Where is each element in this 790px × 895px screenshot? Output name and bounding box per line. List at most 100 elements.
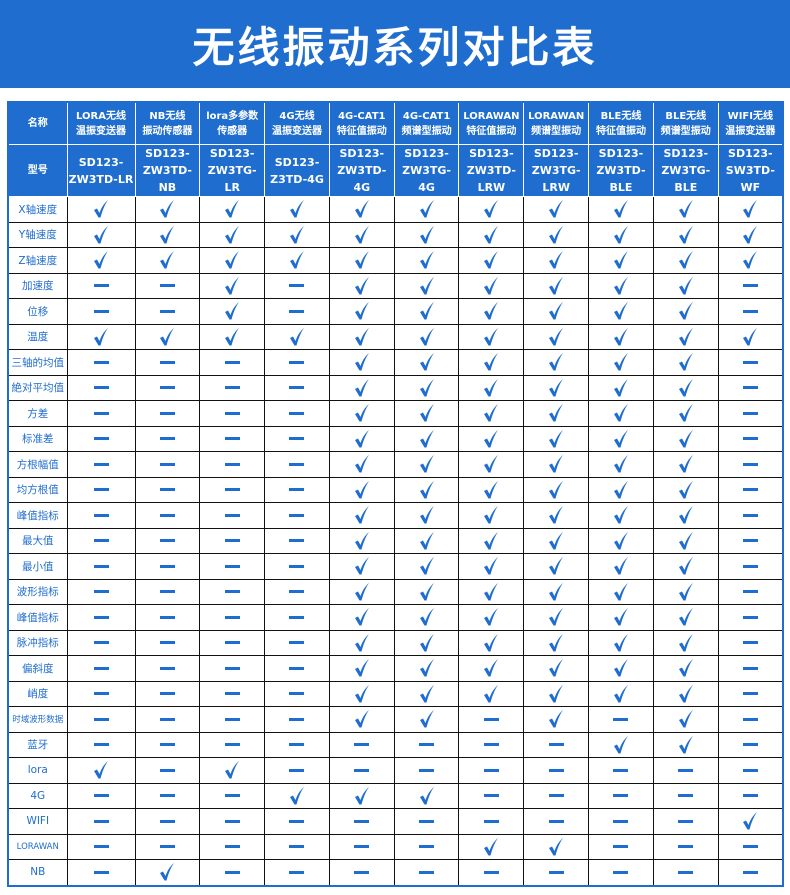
feature-label: 方根幅值 <box>7 451 68 478</box>
feature-cell <box>66 400 136 427</box>
dash-icon <box>742 539 758 543</box>
feature-label: LORAWAN <box>7 833 68 860</box>
table-row: 峭度 <box>7 680 784 707</box>
dash-icon <box>742 641 758 645</box>
feature-cell <box>264 425 330 452</box>
feature-cell <box>134 374 201 401</box>
feature-cell <box>652 706 719 733</box>
product-model-line2: ZW3TD-BLE <box>596 164 646 194</box>
check-icon <box>484 353 499 371</box>
dash-icon <box>613 819 629 823</box>
check-icon <box>419 531 434 550</box>
check-icon <box>678 225 693 244</box>
check-icon <box>354 786 369 805</box>
dash-icon <box>289 641 305 645</box>
dash-icon <box>354 768 370 772</box>
feature-cell <box>328 808 395 835</box>
dash-icon <box>678 845 694 849</box>
feature-cell <box>523 629 590 656</box>
product-name-line1: BLE无线 <box>665 110 707 122</box>
product-model-header: SD123- ZW3TG-BLE <box>652 144 719 197</box>
product-name-header: BLE无线频谱型振动 <box>652 101 719 145</box>
dash-icon <box>289 845 305 849</box>
dash-icon <box>159 437 175 441</box>
feature-cell <box>652 247 719 274</box>
table-row: 4G <box>7 782 784 809</box>
feature-cell <box>199 451 266 478</box>
check-icon <box>613 582 628 601</box>
check-icon <box>743 251 758 269</box>
feature-cell <box>458 655 525 682</box>
feature-label: 最大值 <box>7 527 68 554</box>
feature-cell <box>717 247 784 274</box>
dash-icon <box>742 564 758 568</box>
feature-cell <box>66 731 136 758</box>
dash-icon <box>289 411 305 415</box>
check-icon <box>613 353 628 371</box>
feature-cell <box>717 706 784 733</box>
feature-cell <box>458 349 525 376</box>
product-model-line2: ZW3TG-LRW <box>531 164 581 194</box>
feature-cell <box>652 298 719 325</box>
product-model-header: SD123- ZW3TD-LRW <box>458 144 525 197</box>
check-icon <box>549 531 564 550</box>
check-icon <box>225 761 240 779</box>
feature-cell <box>264 527 330 554</box>
table-row: LORAWAN <box>7 833 784 860</box>
feature-cell <box>652 629 719 656</box>
table-row: 絶对平均值 <box>7 374 784 401</box>
product-model-line2: ZW3TG-BLE <box>661 164 711 194</box>
check-icon <box>549 633 564 652</box>
table-row: 峰值指标 <box>7 604 784 631</box>
feature-cell <box>199 247 266 274</box>
feature-cell <box>134 655 201 682</box>
dash-icon <box>224 564 240 568</box>
feature-cell <box>458 833 525 860</box>
check-icon <box>549 353 564 371</box>
product-name-line1: LORA无线 <box>76 110 126 122</box>
check-icon <box>354 608 369 626</box>
dash-icon <box>742 513 758 517</box>
check-icon <box>678 404 693 422</box>
dash-icon <box>289 692 305 696</box>
check-icon <box>94 761 108 779</box>
feature-cell <box>134 196 201 223</box>
feature-cell <box>66 221 136 248</box>
feature-cell <box>328 272 395 299</box>
check-icon <box>549 251 564 269</box>
dash-icon <box>224 513 240 517</box>
feature-label: 位移 <box>7 298 68 325</box>
product-name-line2: 频谱型振动 <box>660 125 711 137</box>
check-icon <box>289 327 304 346</box>
product-model-line1: SD123- <box>78 155 124 169</box>
table-row: WIFI <box>7 808 784 835</box>
check-icon <box>484 582 499 601</box>
feature-cell <box>652 833 719 860</box>
feature-cell <box>717 323 784 350</box>
product-model-header: SD123- ZW3TD-4G <box>328 144 395 197</box>
page-title: 无线振动系列对比表 <box>192 22 598 72</box>
feature-cell <box>652 680 719 707</box>
feature-cell <box>458 425 525 452</box>
feature-cell <box>66 374 136 401</box>
check-icon <box>94 251 108 269</box>
feature-cell <box>393 476 460 503</box>
product-model-line1: SD123- <box>145 147 190 160</box>
dash-icon <box>289 870 305 874</box>
feature-cell <box>717 451 784 478</box>
dash-icon <box>742 615 758 619</box>
feature-cell <box>199 425 266 452</box>
product-name-line2: 频谱型振动 <box>531 125 582 137</box>
product-model-line1: SD123- <box>404 147 449 160</box>
feature-cell <box>523 247 590 274</box>
feature-cell <box>393 629 460 656</box>
feature-cell <box>458 859 525 886</box>
dash-icon <box>224 437 240 441</box>
check-icon <box>354 633 369 652</box>
check-icon <box>484 608 499 626</box>
product-model-line2: ZW3TD-LRW <box>466 164 516 194</box>
check-icon <box>354 531 369 550</box>
feature-cell <box>328 400 395 427</box>
check-icon <box>613 506 628 524</box>
dash-icon <box>289 309 305 313</box>
